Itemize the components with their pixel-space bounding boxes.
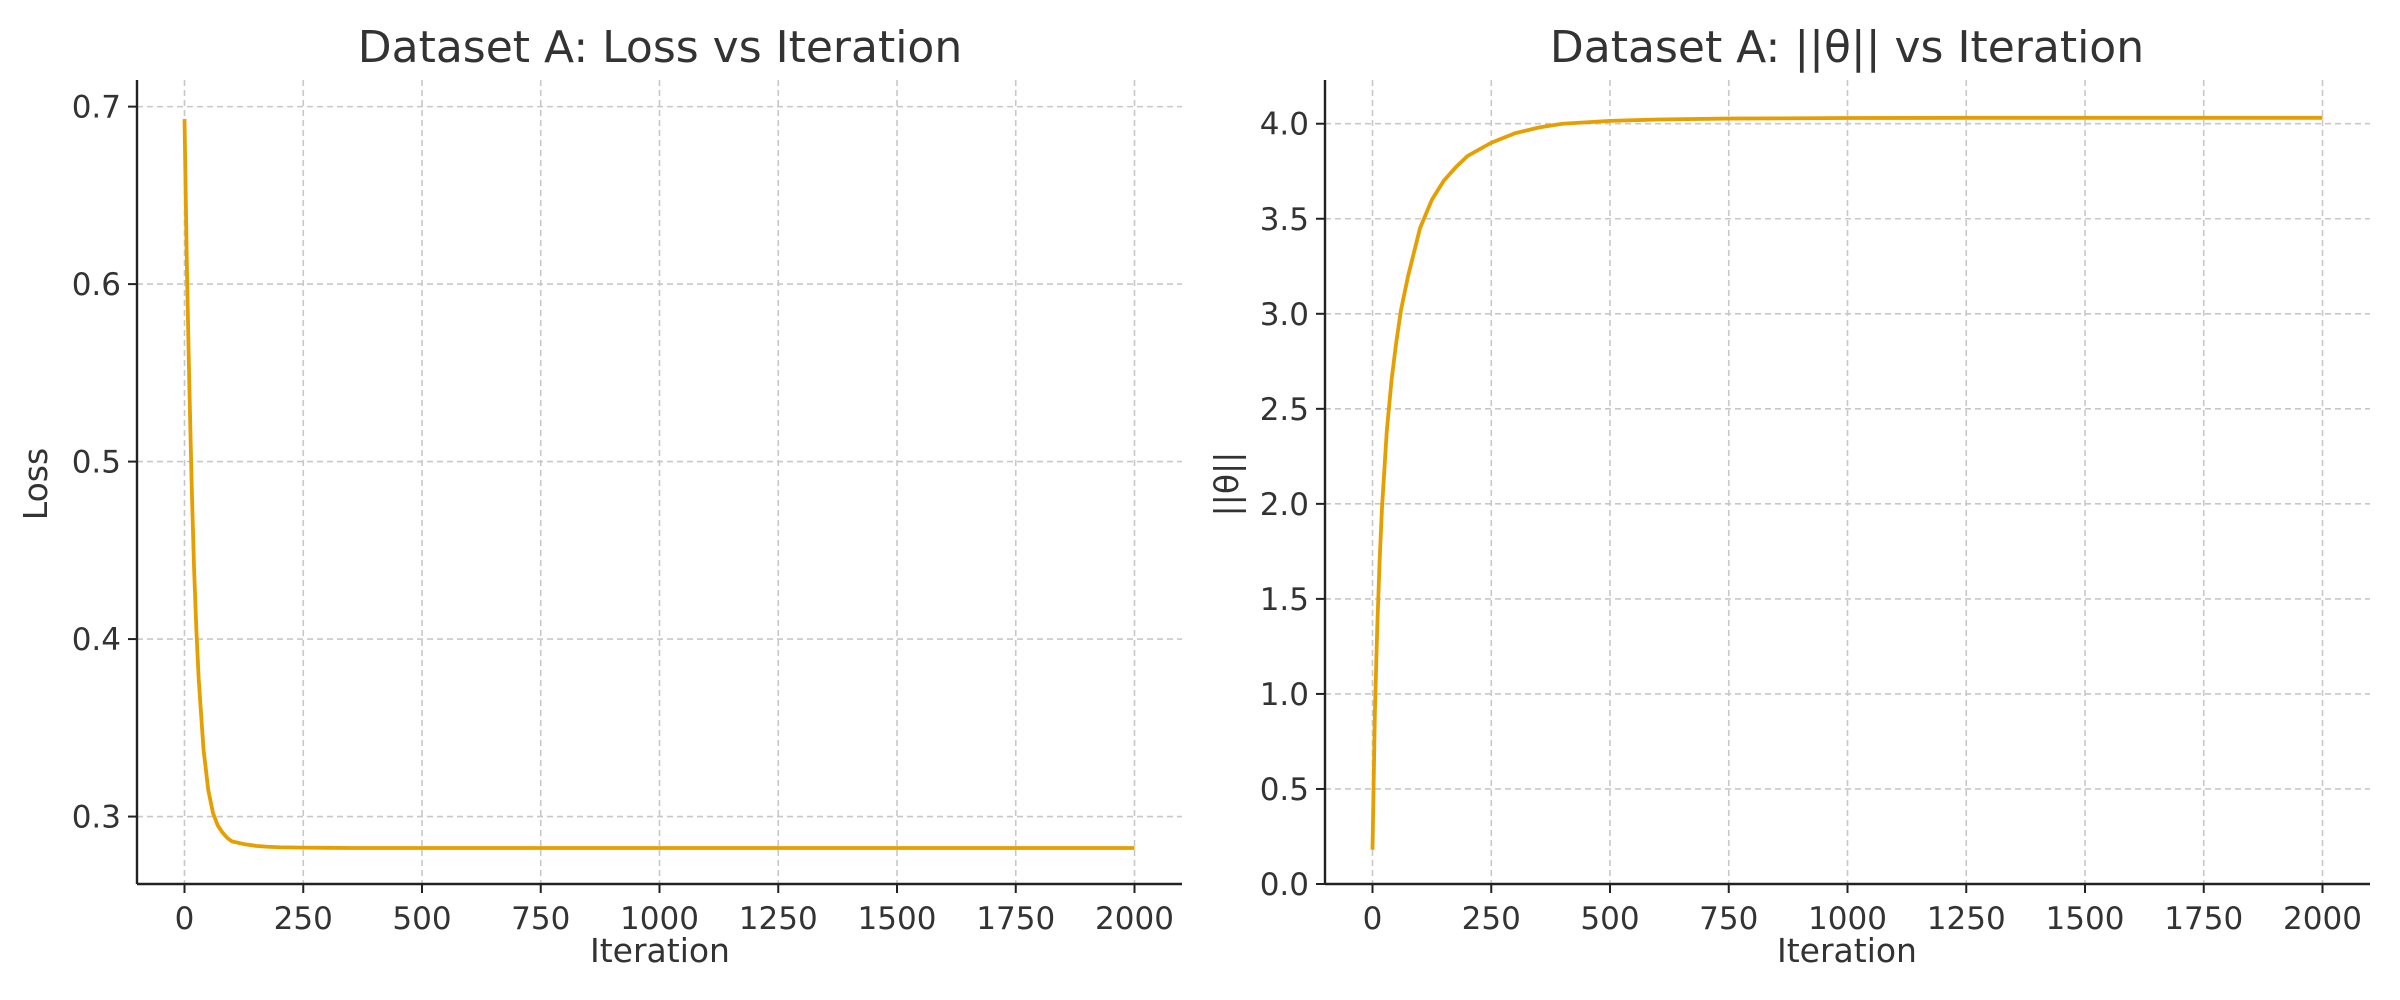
- x-axis-label: Iteration: [1777, 931, 1917, 970]
- chart-title: Dataset A: Loss vs Iteration: [358, 22, 963, 73]
- y-tick-label: 2.5: [1260, 392, 1309, 428]
- y-tick-label: 1.0: [1260, 677, 1309, 713]
- x-tick-label: 1000: [620, 901, 699, 937]
- x-tick-label: 0: [175, 901, 195, 937]
- y-tick-label: 0.3: [72, 800, 121, 836]
- y-tick-label: 3.5: [1260, 202, 1309, 238]
- y-tick-label: 0.5: [72, 445, 121, 481]
- y-tick-label: 0.5: [1260, 772, 1309, 808]
- x-tick-label: 1500: [2046, 901, 2125, 937]
- y-tick-label: 1.5: [1260, 582, 1309, 618]
- x-tick-label: 2000: [1095, 901, 1174, 937]
- y-axis-label: Loss: [16, 448, 55, 520]
- x-tick-label: 750: [511, 901, 570, 937]
- y-tick-label: 0.4: [72, 622, 121, 658]
- x-tick-label: 500: [1580, 901, 1639, 937]
- y-tick-label: 3.0: [1260, 297, 1309, 333]
- theta-norm-panel: 0 250 500 750 1000 1250 1500 1750 2000 0.0 0.5 1.0 1…: [1207, 22, 2370, 970]
- x-tick-label: 1750: [2164, 901, 2243, 937]
- x-tick-label: 1250: [739, 901, 818, 937]
- x-tick-label: 250: [1462, 901, 1521, 937]
- y-tick-label: 0.6: [72, 267, 121, 303]
- x-tick-label: 0: [1363, 901, 1383, 937]
- x-tick-label: 750: [1699, 901, 1758, 937]
- x-tick-label: 1750: [976, 901, 1055, 937]
- x-tick-label: 1000: [1808, 901, 1887, 937]
- y-tick-label: 0.7: [72, 90, 121, 126]
- x-tick-label: 2000: [2283, 901, 2362, 937]
- x-axis-label: Iteration: [590, 931, 730, 970]
- y-tick-label: 0.0: [1260, 867, 1309, 903]
- series-line: [1370, 115, 2323, 850]
- series-line: [182, 119, 1135, 850]
- x-tick-label: 250: [274, 901, 333, 937]
- x-tick-label: 1500: [858, 901, 937, 937]
- loss-panel: 0 250 500 750 1000 1250 1500 1750 2000 0.3 0.4 0.5 0…: [16, 22, 1182, 970]
- y-axis-label: ||θ||: [1207, 452, 1246, 517]
- x-tick-label: 500: [392, 901, 451, 937]
- x-tick-label: 1250: [1927, 901, 2006, 937]
- y-tick-label: 4.0: [1260, 107, 1309, 143]
- y-tick-label: 2.0: [1260, 487, 1309, 523]
- chart-title: Dataset A: ||θ|| vs Iteration: [1550, 22, 2144, 73]
